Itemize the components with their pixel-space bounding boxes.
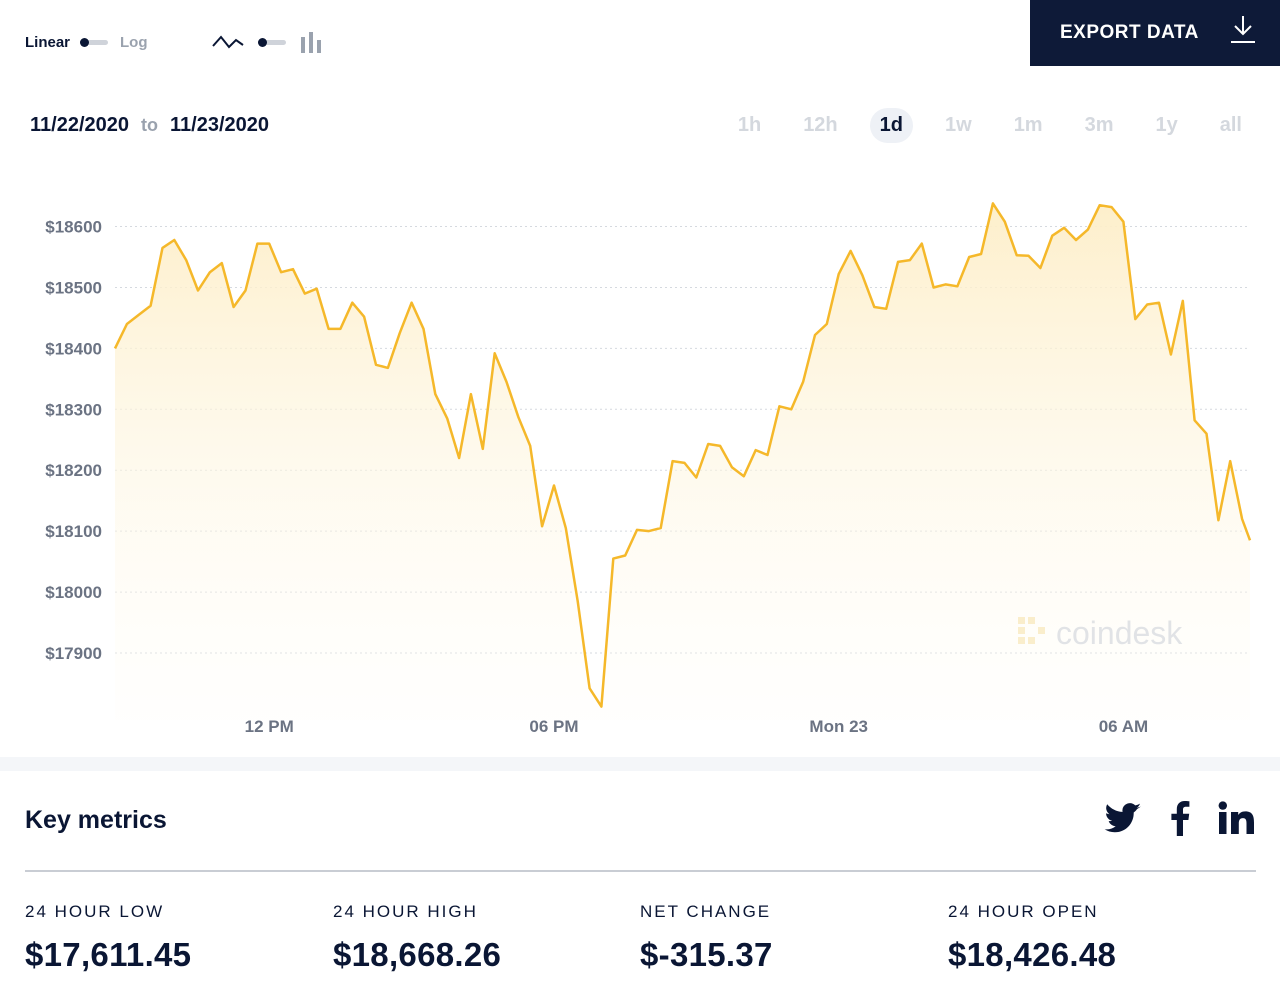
period-1d[interactable]: 1d <box>869 108 913 143</box>
scale-linear-label[interactable]: Linear <box>25 33 71 51</box>
scale-toggle-track <box>80 40 109 45</box>
y-tick-label: $18100 <box>45 522 102 541</box>
x-tick-label: 12 PM <box>245 717 294 736</box>
price-area-fill <box>115 203 1250 720</box>
metric-label: 24 HOUR LOW <box>25 902 165 921</box>
y-tick-label: $18400 <box>45 339 102 358</box>
social-share <box>1076 800 1256 836</box>
metrics-divider <box>25 870 1256 872</box>
scale-toggle[interactable] <box>80 38 109 47</box>
key-metrics-title: Key metrics <box>25 806 167 834</box>
chart-type-toggle-knob <box>257 38 267 47</box>
y-tick-label: $18200 <box>45 461 102 480</box>
download-icon <box>1231 16 1255 43</box>
date-to[interactable]: 11/23/2020 <box>170 114 269 136</box>
y-tick-label: $18300 <box>45 400 102 419</box>
date-range: 11/22/2020 to 11/23/2020 <box>30 114 269 137</box>
period-all[interactable]: all <box>1219 114 1242 136</box>
facebook-icon[interactable] <box>1170 800 1190 836</box>
scale-toggle-knob <box>80 38 90 47</box>
date-range-separator: to <box>141 115 158 135</box>
metric-value: $18,668.26 <box>333 936 502 973</box>
period-12h[interactable]: 12h <box>803 114 838 136</box>
chart-type-switch <box>211 31 322 53</box>
x-tick-label: Mon 23 <box>809 717 868 736</box>
line-chart-icon[interactable] <box>211 32 244 52</box>
period-1y[interactable]: 1y <box>1155 114 1178 136</box>
linkedin-icon[interactable] <box>1218 801 1256 835</box>
chart-type-toggle[interactable] <box>257 38 286 47</box>
coindesk-watermark: coindesk <box>1018 615 1183 651</box>
metric-24h-high: 24 HOUR HIGH $18,668.26 <box>333 902 501 974</box>
section-divider <box>0 757 1280 771</box>
y-tick-label: $17900 <box>45 644 102 663</box>
date-from[interactable]: 11/22/2020 <box>30 114 129 136</box>
export-data-label: EXPORT DATA <box>1060 22 1199 43</box>
metric-value: $18,426.48 <box>948 936 1117 973</box>
metric-net-change: NET CHANGE $-315.37 <box>640 902 773 974</box>
y-tick-label: $18500 <box>45 278 102 297</box>
period-1h[interactable]: 1h <box>737 114 762 136</box>
price-line[interactable] <box>113 202 1252 708</box>
metric-24h-open: 24 HOUR OPEN $18,426.48 <box>948 902 1116 974</box>
period-1w[interactable]: 1w <box>945 114 972 136</box>
period-3m[interactable]: 3m <box>1084 114 1114 136</box>
x-tick-label: 06 PM <box>529 717 578 736</box>
metric-label: 24 HOUR HIGH <box>333 902 478 921</box>
period-selector: 1h 12h 1d 1w 1m 3m 1y all <box>706 108 1252 143</box>
metric-label: NET CHANGE <box>640 902 772 921</box>
twitter-icon[interactable] <box>1104 802 1142 834</box>
x-tick-label: 06 AM <box>1099 717 1148 736</box>
watermark-text: coindesk <box>1056 615 1183 651</box>
price-chart: coindesk $18600 $18500 $18400 $18300 $18200 $… <box>45 202 1252 736</box>
bar-chart-icon[interactable] <box>300 31 322 53</box>
y-tick-label: $18600 <box>45 218 102 237</box>
y-tick-label: $18000 <box>45 583 102 602</box>
chart-toolbar: Linear Log <box>25 30 322 54</box>
scale-log-label[interactable]: Log <box>120 33 148 51</box>
export-data-button[interactable]: EXPORT DATA <box>1030 0 1280 66</box>
metric-value: $17,611.45 <box>25 936 192 973</box>
chart-type-toggle-track <box>257 40 286 45</box>
metric-label: 24 HOUR OPEN <box>948 902 1099 921</box>
period-1m[interactable]: 1m <box>1013 114 1043 136</box>
metric-value: $-315.37 <box>640 936 773 973</box>
metric-24h-low: 24 HOUR LOW $17,611.45 <box>25 902 191 974</box>
